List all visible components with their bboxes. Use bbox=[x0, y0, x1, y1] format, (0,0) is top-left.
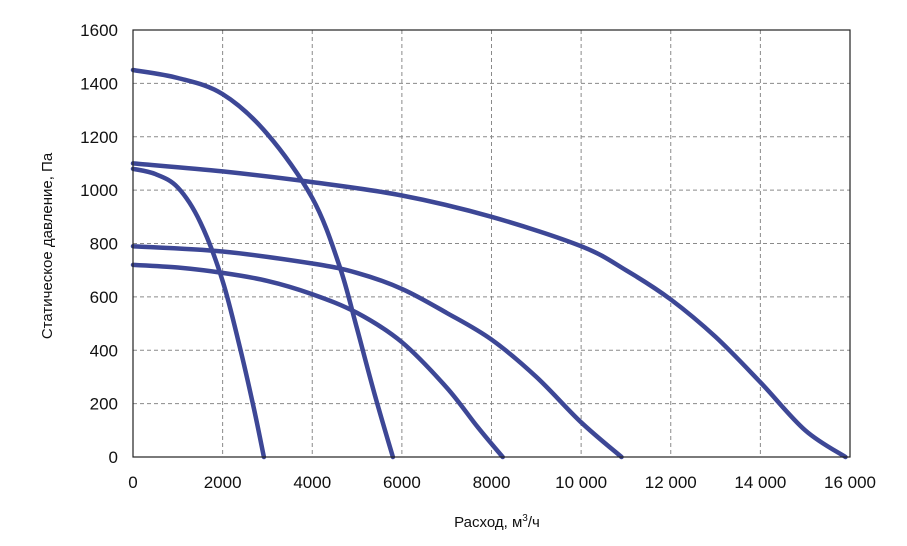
x-axis-label-suffix: /ч bbox=[528, 514, 540, 531]
y-tick-label: 400 bbox=[90, 341, 118, 360]
y-tick-label: 1600 bbox=[80, 21, 118, 40]
y-axis-label: Статическое давление, Па bbox=[39, 152, 56, 339]
x-tick-label: 16 000 bbox=[824, 473, 876, 492]
x-tick-label: 4000 bbox=[293, 473, 331, 492]
x-tick-label: 14 000 bbox=[734, 473, 786, 492]
x-tick-label: 0 bbox=[128, 473, 137, 492]
x-tick-label: 6000 bbox=[383, 473, 421, 492]
y-tick-label: 1400 bbox=[80, 74, 118, 93]
grid bbox=[133, 30, 850, 457]
y-tick-label: 200 bbox=[90, 395, 118, 414]
fan-curve-2 bbox=[130, 67, 396, 460]
fan-curves bbox=[130, 67, 848, 460]
x-axis-ticks: 0 2000 4000 6000 8000 10 000 12 000 14 000 16 00… bbox=[128, 473, 876, 492]
x-tick-label: 12 000 bbox=[645, 473, 697, 492]
fan-curve-3 bbox=[130, 262, 505, 460]
x-axis-label-base: Расход, м bbox=[454, 514, 522, 531]
x-tick-label: 10 000 bbox=[555, 473, 607, 492]
x-tick-label: 2000 bbox=[204, 473, 242, 492]
y-tick-label: 600 bbox=[90, 288, 118, 307]
plot-frame bbox=[132, 29, 851, 458]
fan-curve-1 bbox=[130, 166, 267, 460]
y-axis-ticks: 0 200 400 600 800 1000 1200 1400 1600 bbox=[80, 21, 118, 467]
x-axis-label-superscript: 3 bbox=[522, 513, 528, 524]
y-tick-label: 800 bbox=[90, 235, 118, 254]
y-tick-label: 1200 bbox=[80, 128, 118, 147]
fan-curve-4 bbox=[130, 243, 624, 460]
y-tick-label: 0 bbox=[109, 448, 118, 467]
fan-curve-5 bbox=[130, 161, 848, 460]
y-tick-label: 1000 bbox=[80, 181, 118, 200]
x-tick-label: 8000 bbox=[473, 473, 511, 492]
x-axis-label: Расход, м3/ч bbox=[454, 513, 540, 531]
